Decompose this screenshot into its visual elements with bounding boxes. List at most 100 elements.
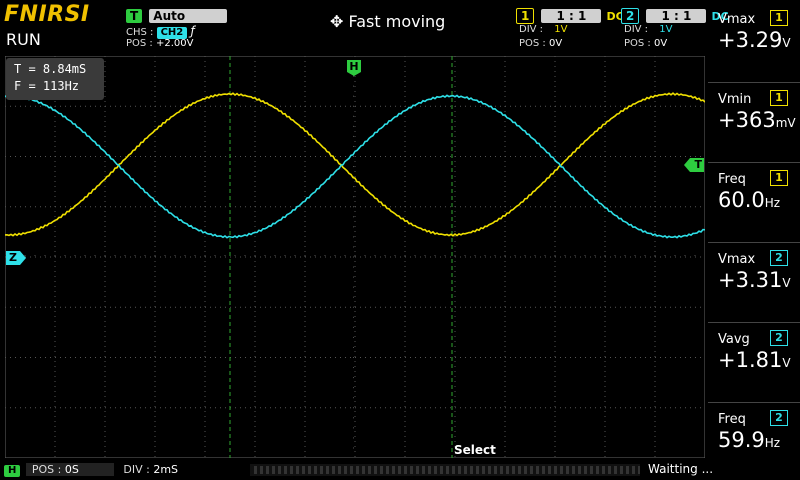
grid-dot bbox=[15, 206, 16, 208]
grid-dot bbox=[410, 206, 411, 208]
ch2-coupling[interactable]: DC bbox=[711, 10, 729, 23]
grid-dot bbox=[54, 451, 56, 452]
grid-dot bbox=[154, 141, 156, 142]
grid-dot bbox=[80, 256, 81, 258]
run-status[interactable]: RUN bbox=[6, 30, 41, 49]
grid-dot bbox=[304, 286, 306, 287]
grid-dot bbox=[370, 156, 371, 157]
grid-dot bbox=[605, 105, 606, 107]
grid-dot bbox=[204, 411, 206, 412]
measurement-item[interactable]: Vmax 2 +3.31V bbox=[708, 242, 800, 320]
measurement-item[interactable]: Vmax 1 +3.29V bbox=[708, 2, 800, 80]
record-tick bbox=[284, 466, 287, 474]
grid-dot bbox=[330, 407, 331, 409]
trigger-source[interactable]: CH2 bbox=[156, 27, 188, 39]
record-tick bbox=[524, 466, 527, 474]
ch1-pos-value[interactable]: 0V bbox=[548, 38, 563, 49]
grid-dot bbox=[304, 346, 306, 347]
timebase-row[interactable]: H POS : 0S DIV : 2mS bbox=[4, 463, 178, 477]
select-label[interactable]: Select bbox=[454, 443, 496, 457]
grid-dot bbox=[104, 126, 106, 127]
trigger-level-marker[interactable]: T bbox=[684, 158, 704, 172]
grid-dot bbox=[104, 381, 106, 382]
grid-dot bbox=[485, 156, 486, 157]
measurement-item[interactable]: Vavg 2 +1.81V bbox=[708, 322, 800, 400]
grid-dot bbox=[354, 426, 356, 427]
grid-dot bbox=[254, 406, 256, 407]
grid-dot bbox=[190, 206, 191, 208]
grid-dot bbox=[650, 206, 651, 208]
grid-dot bbox=[660, 256, 661, 258]
grid-dot bbox=[354, 406, 356, 407]
grid-dot bbox=[204, 376, 206, 377]
trigger-pos-value[interactable]: +2.00V bbox=[155, 38, 194, 49]
mode-title-row[interactable]: ✥ Fast moving bbox=[330, 12, 445, 31]
grid-dot bbox=[204, 286, 206, 287]
measurement-item[interactable]: Freq 2 59.9Hz bbox=[708, 402, 800, 480]
grid-dot bbox=[204, 371, 206, 372]
grid-dot bbox=[304, 331, 306, 332]
record-position-bar[interactable] bbox=[250, 464, 640, 476]
grid-dot bbox=[464, 255, 466, 256]
ch2-probe[interactable]: 1 : 1 bbox=[646, 9, 707, 23]
grid-dot bbox=[25, 256, 26, 258]
record-tick bbox=[362, 466, 365, 474]
grid-dot bbox=[554, 341, 556, 342]
grid-dot bbox=[604, 116, 606, 117]
grid-dot bbox=[595, 256, 596, 258]
record-tick bbox=[266, 466, 269, 474]
grid-dot bbox=[245, 105, 246, 107]
ch1-panel[interactable]: 1 1 : 1 DC bbox=[516, 5, 624, 24]
grid-dot bbox=[354, 255, 356, 256]
grid-dot bbox=[395, 407, 396, 409]
grid-dot bbox=[255, 105, 256, 107]
record-tick bbox=[506, 466, 509, 474]
grid-dot bbox=[430, 256, 431, 258]
timebase-div-value[interactable]: 2mS bbox=[153, 463, 179, 476]
grid-dot bbox=[55, 357, 56, 358]
grid-dot bbox=[654, 116, 656, 117]
ch1-div-row: DIV : 1V bbox=[519, 24, 567, 35]
waveform-screen[interactable] bbox=[5, 56, 705, 458]
grid-dot bbox=[254, 246, 256, 247]
ch1-div-value[interactable]: 1V bbox=[554, 24, 568, 35]
grid-dot bbox=[160, 256, 161, 258]
grid-dot bbox=[500, 105, 501, 107]
grid-dot bbox=[404, 111, 406, 112]
horizontal-position-marker[interactable]: H bbox=[347, 60, 361, 76]
measurement-value: +3.29 bbox=[718, 28, 783, 52]
grid-dot bbox=[604, 421, 606, 422]
measurement-item[interactable]: Freq 1 60.0Hz bbox=[708, 162, 800, 240]
timebase-pos-value[interactable]: 0S bbox=[64, 463, 79, 476]
grid-dot bbox=[54, 101, 56, 102]
grid-dot bbox=[504, 176, 506, 177]
grid-dot bbox=[154, 191, 156, 192]
ch1-probe[interactable]: 1 : 1 bbox=[541, 9, 602, 23]
ch2-zero-marker[interactable]: Z bbox=[6, 251, 26, 265]
grid-dot bbox=[445, 306, 446, 308]
grid-dot bbox=[655, 206, 656, 208]
grid-dot bbox=[450, 105, 451, 107]
grid-dot bbox=[504, 381, 506, 382]
grid-dot bbox=[145, 306, 146, 308]
trigger-panel[interactable]: T Auto bbox=[126, 5, 228, 24]
ch2-pos-value[interactable]: 0V bbox=[653, 38, 668, 49]
trigger-pos-row: POS : +2.00V bbox=[126, 38, 193, 49]
grid-dot bbox=[85, 407, 86, 409]
measurement-item[interactable]: Vmin 1 +363mV bbox=[708, 82, 800, 160]
trigger-mode[interactable]: Auto bbox=[149, 9, 228, 23]
ch1-coupling[interactable]: DC bbox=[606, 10, 624, 23]
grid-dot bbox=[284, 255, 286, 256]
ch2-panel[interactable]: 2 1 : 1 DC bbox=[621, 5, 729, 24]
grid-dot bbox=[540, 206, 541, 208]
grid-dot bbox=[654, 211, 656, 212]
grid-dot bbox=[350, 407, 351, 409]
grid-dot bbox=[185, 306, 186, 308]
grid-dot bbox=[180, 105, 181, 107]
grid-dot bbox=[304, 116, 306, 117]
ch2-div-value[interactable]: 1V bbox=[659, 24, 673, 35]
grid-dot bbox=[115, 407, 116, 409]
grid-dot bbox=[554, 311, 556, 312]
grid-dot bbox=[55, 156, 56, 157]
grid-dot bbox=[320, 256, 321, 258]
